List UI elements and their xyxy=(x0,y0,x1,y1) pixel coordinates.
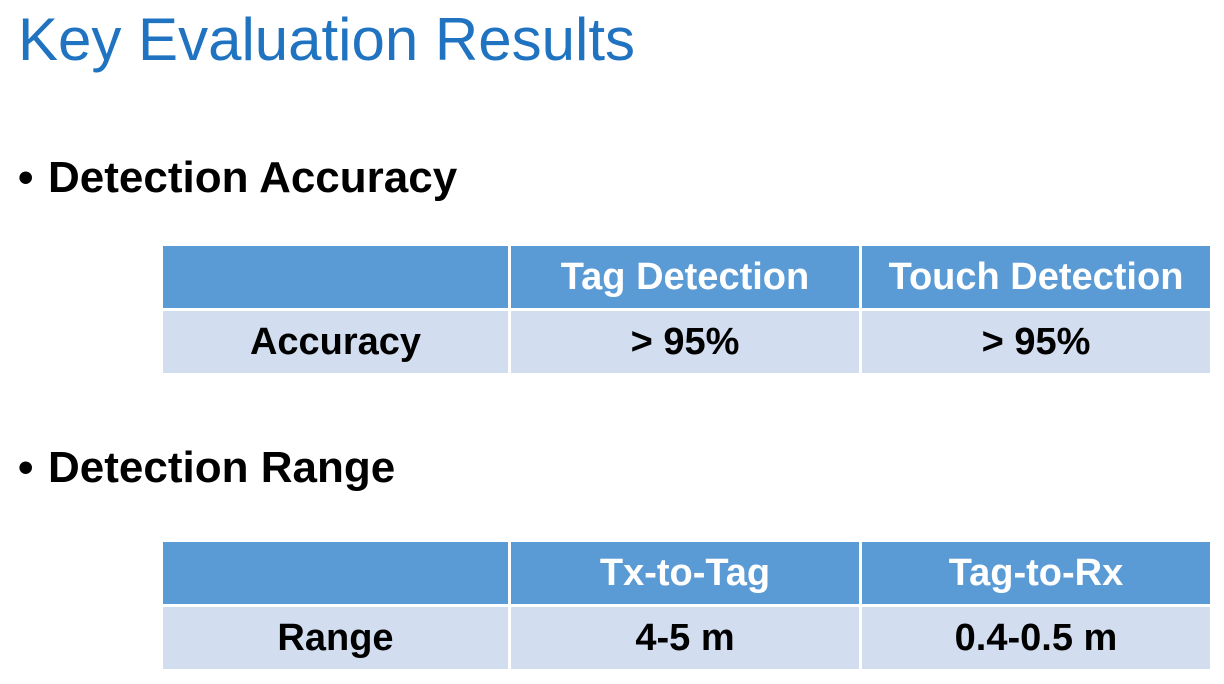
table-cell: > 95% xyxy=(508,308,862,376)
section-heading-label: Detection Accuracy xyxy=(48,153,458,202)
table-cell: 4-5 m xyxy=(508,604,862,672)
section-heading-label: Detection Range xyxy=(48,443,396,492)
section-heading-range: • Detection Range xyxy=(18,440,395,496)
table-header-row: Tag Detection Touch Detection xyxy=(160,243,1213,311)
table-header-cell: Tag-to-Rx xyxy=(859,539,1213,607)
table-cell: > 95% xyxy=(859,308,1213,376)
bullet-icon: • xyxy=(18,443,34,492)
bullet-icon: • xyxy=(18,153,34,202)
table-row: Accuracy > 95% > 95% xyxy=(160,308,1213,376)
table-header-row: Tx-to-Tag Tag-to-Rx xyxy=(160,539,1213,607)
range-table: Tx-to-Tag Tag-to-Rx Range 4-5 m 0.4-0.5 … xyxy=(160,539,1213,672)
table-header-cell-empty xyxy=(160,243,511,311)
table-row-label: Range xyxy=(160,604,511,672)
table-row-label: Accuracy xyxy=(160,308,511,376)
table-cell: 0.4-0.5 m xyxy=(859,604,1213,672)
table-row: Range 4-5 m 0.4-0.5 m xyxy=(160,604,1213,672)
accuracy-table: Tag Detection Touch Detection Accuracy >… xyxy=(160,243,1213,376)
table-header-cell: Tag Detection xyxy=(508,243,862,311)
table-header-cell: Tx-to-Tag xyxy=(508,539,862,607)
section-heading-accuracy: • Detection Accuracy xyxy=(18,150,457,206)
slide-title: Key Evaluation Results xyxy=(18,6,635,73)
table-header-cell-empty xyxy=(160,539,511,607)
table-header-cell: Touch Detection xyxy=(859,243,1213,311)
